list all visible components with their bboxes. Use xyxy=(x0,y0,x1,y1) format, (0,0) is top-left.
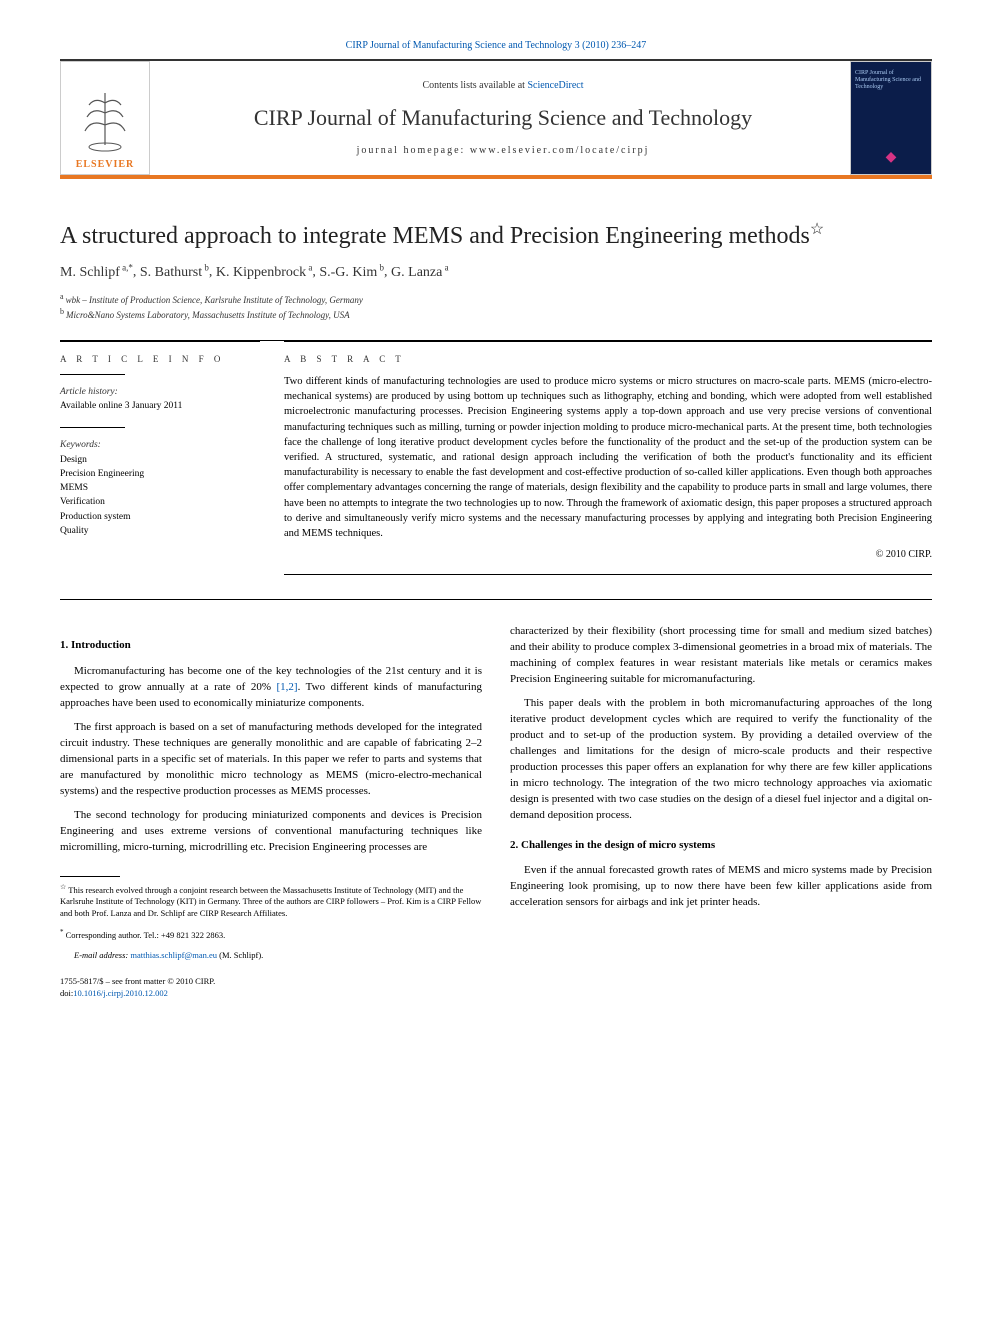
citation-link[interactable]: [1,2] xyxy=(277,681,298,693)
homepage-prefix: journal homepage: xyxy=(357,145,470,156)
elsevier-label: ELSEVIER xyxy=(76,159,135,170)
cover-thumb-text: CIRP Journal of Manufacturing Science an… xyxy=(855,70,927,92)
article-info-column: A R T I C L E I N F O Article history: A… xyxy=(60,341,260,575)
doi-prefix: doi: xyxy=(60,988,73,998)
article-info-heading: A R T I C L E I N F O xyxy=(60,354,260,364)
author-list: M. Schlipf a,*, S. Bathurst b, K. Kippen… xyxy=(60,262,932,281)
abstract-column: A B S T R A C T Two different kinds of m… xyxy=(284,341,932,575)
meta-abstract-row: A R T I C L E I N F O Article history: A… xyxy=(60,340,932,575)
journal-title: CIRP Journal of Manufacturing Science an… xyxy=(254,105,752,131)
footnote-star-text: This research evolved through a conjoint… xyxy=(60,884,481,918)
copyright-line: © 2010 CIRP. xyxy=(284,549,932,560)
author-affil-marker: a xyxy=(306,262,312,272)
author: K. Kippenbrock a xyxy=(216,265,312,280)
body-paragraph: The first approach is based on a set of … xyxy=(60,720,482,800)
footnote-email: E-mail address: matthias.schlipf@man.eu … xyxy=(60,950,482,962)
footnote-corr-symbol: * xyxy=(60,928,64,936)
affiliation-marker: a xyxy=(60,292,66,301)
author: S. Bathurst b xyxy=(140,265,209,280)
keywords-block: Keywords: DesignPrecision EngineeringMEM… xyxy=(60,438,260,538)
body-column-left: 1. Introduction Micromanufacturing has b… xyxy=(60,624,482,999)
section-2-heading: 2. Challenges in the design of micro sys… xyxy=(510,838,932,854)
body-column-right: characterized by their flexibility (shor… xyxy=(510,624,932,999)
divider xyxy=(60,374,125,375)
issn-line: 1755-5817/$ – see front matter © 2010 CI… xyxy=(60,976,482,988)
body-paragraph: characterized by their flexibility (shor… xyxy=(510,624,932,688)
article-history-block: Article history: Available online 3 Janu… xyxy=(60,385,260,414)
abstract-text: Two different kinds of manufacturing tec… xyxy=(284,374,932,541)
header-center: Contents lists available at ScienceDirec… xyxy=(156,61,850,175)
section-divider xyxy=(60,599,932,600)
sciencedirect-link[interactable]: ScienceDirect xyxy=(527,80,583,91)
section-1-heading: 1. Introduction xyxy=(60,638,482,654)
divider xyxy=(60,427,125,428)
body-paragraph: The second technology for producing mini… xyxy=(60,808,482,856)
footer-meta: 1755-5817/$ – see front matter © 2010 CI… xyxy=(60,976,482,1000)
author-affil-marker: a xyxy=(442,262,448,272)
elsevier-tree-icon xyxy=(75,85,135,155)
author: M. Schlipf a,* xyxy=(60,265,133,280)
affiliation: b Micro&Nano Systems Laboratory, Massach… xyxy=(60,306,932,322)
footnote-separator xyxy=(60,876,120,877)
doi-link[interactable]: 10.1016/j.cirpj.2010.12.002 xyxy=(73,988,168,998)
footnote-corr-text: Corresponding author. Tel.: +49 821 322 … xyxy=(66,930,226,940)
keyword: Verification xyxy=(60,495,260,509)
footnote-star-symbol: ☆ xyxy=(60,883,66,891)
title-footnote-marker: ☆ xyxy=(810,221,824,238)
journal-cover-thumbnail[interactable]: CIRP Journal of Manufacturing Science an… xyxy=(850,61,932,175)
affiliation: a wbk – Institute of Production Science,… xyxy=(60,291,932,307)
keywords-label: Keywords: xyxy=(60,438,260,452)
footnote-corresponding: * Corresponding author. Tel.: +49 821 32… xyxy=(60,928,482,942)
email-link[interactable]: matthias.schlipf@man.eu xyxy=(130,950,217,960)
keyword: MEMS xyxy=(60,481,260,495)
homepage-url: www.elsevier.com/locate/cirpj xyxy=(470,145,650,156)
journal-homepage: journal homepage: www.elsevier.com/locat… xyxy=(357,145,650,156)
keywords-list: DesignPrecision EngineeringMEMSVerificat… xyxy=(60,453,260,539)
history-label: Article history: xyxy=(60,385,260,399)
keyword: Production system xyxy=(60,510,260,524)
footnote-star: ☆ This research evolved through a conjoi… xyxy=(60,883,482,921)
author-affil-marker: b xyxy=(202,262,209,272)
keyword: Precision Engineering xyxy=(60,467,260,481)
contents-available-line: Contents lists available at ScienceDirec… xyxy=(422,80,583,91)
body-paragraph: This paper deals with the problem in bot… xyxy=(510,696,932,824)
divider xyxy=(284,574,932,575)
email-label: E-mail address: xyxy=(74,950,130,960)
article-title: A structured approach to integrate MEMS … xyxy=(60,219,932,250)
doi-line: doi:10.1016/j.cirpj.2010.12.002 xyxy=(60,988,482,1000)
author-affil-marker: a,* xyxy=(120,262,133,272)
history-value: Available online 3 January 2011 xyxy=(60,399,260,413)
affiliations: a wbk – Institute of Production Science,… xyxy=(60,291,932,322)
email-suffix: (M. Schlipf). xyxy=(217,950,263,960)
header-banner: ELSEVIER Contents lists available at Sci… xyxy=(60,59,932,179)
contents-prefix: Contents lists available at xyxy=(422,80,527,91)
keyword: Design xyxy=(60,453,260,467)
elsevier-logo[interactable]: ELSEVIER xyxy=(60,61,150,175)
cover-thumb-icon: ◆ xyxy=(886,149,897,166)
keyword: Quality xyxy=(60,524,260,538)
body-two-column: 1. Introduction Micromanufacturing has b… xyxy=(60,624,932,999)
affiliation-marker: b xyxy=(60,307,66,316)
article-title-text: A structured approach to integrate MEMS … xyxy=(60,223,810,249)
author: G. Lanza a xyxy=(391,265,449,280)
author-affil-marker: b xyxy=(377,262,384,272)
body-paragraph: Even if the annual forecasted growth rat… xyxy=(510,863,932,911)
author: S.-G. Kim b xyxy=(319,265,384,280)
journal-reference: CIRP Journal of Manufacturing Science an… xyxy=(60,40,932,51)
abstract-heading: A B S T R A C T xyxy=(284,354,932,364)
body-paragraph: Micromanufacturing has become one of the… xyxy=(60,664,482,712)
